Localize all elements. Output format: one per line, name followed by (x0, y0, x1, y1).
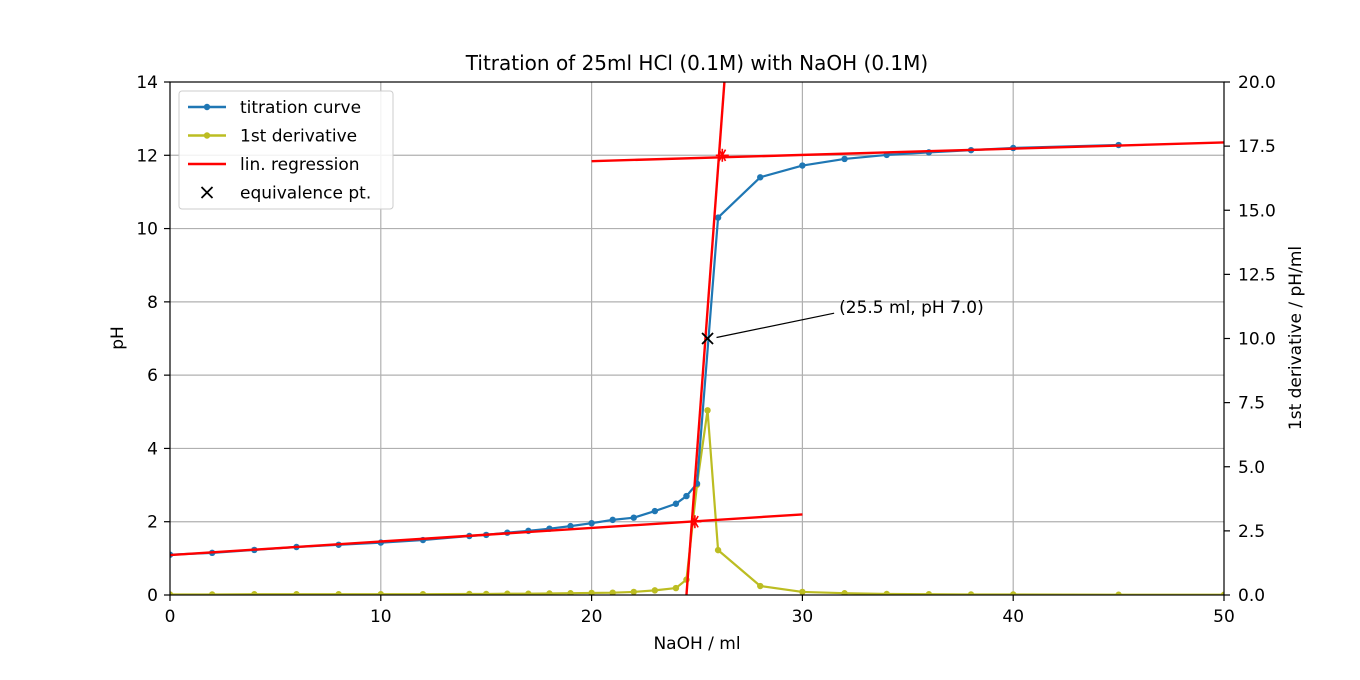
x-mark-stroke (200, 186, 214, 199)
y2-tick-label: 20.0 (1238, 73, 1276, 93)
derivative-point (377, 591, 384, 595)
y-tick-label: 12 (136, 146, 158, 166)
y-tick-label: 0 (147, 586, 158, 606)
y-tick-label: 2 (147, 513, 158, 533)
y2-tick-label: 17.5 (1238, 137, 1276, 157)
y2-tick-label: 12.5 (1238, 265, 1276, 285)
legend-swatch-x (200, 186, 214, 199)
y2-tick-label: 10.0 (1238, 330, 1276, 350)
derivative-point (466, 590, 473, 595)
regression-line (591, 141, 1224, 163)
y-axis-label: pH (108, 326, 128, 350)
equivalence-point-marker (701, 332, 714, 345)
legend-label: equivalence pt. (240, 184, 371, 204)
y-tick-label: 6 (147, 366, 158, 386)
titration-point (757, 174, 764, 181)
y2-tick-label: 0.0 (1238, 586, 1265, 606)
y-tick-label: 4 (147, 439, 158, 459)
derivative-point (672, 584, 680, 592)
titration-point (567, 522, 574, 530)
annotation-layer: (25.5 ml, pH 7.0) (688, 148, 984, 529)
derivative-point (335, 591, 342, 595)
derivative-point (967, 591, 975, 595)
derivative-point (483, 590, 490, 595)
titration-point (683, 492, 690, 500)
chart-title: Titration of 25ml HCl (0.1M) with NaOH (… (465, 51, 928, 75)
titration-point (588, 519, 595, 527)
titration-point (672, 500, 680, 507)
derivative-point (609, 589, 616, 595)
derivative-point (630, 588, 637, 595)
y2-tick-label: 5.0 (1238, 458, 1265, 478)
legend-label: 1st derivative (240, 127, 357, 147)
derivative-point (251, 591, 258, 595)
legend-label: lin. regression (240, 155, 360, 175)
legend-box (178, 90, 394, 210)
derivative-point (588, 589, 595, 595)
ticks: 0 10 20 30 40 50 0 2 4 6 8 10 12 14 0.0 2.5 5.0 7.5 10.0 12… (136, 73, 1276, 627)
titration-point (841, 155, 848, 163)
derivative-point (1010, 591, 1017, 595)
regression-line (170, 513, 803, 557)
x-tick-label: 30 (792, 607, 814, 627)
y2-tick-label: 7.5 (1238, 394, 1265, 414)
x-tick-label: 40 (1002, 607, 1024, 627)
derivative-point (925, 591, 933, 595)
intersection-marker (715, 148, 729, 162)
titration-point (651, 507, 659, 515)
x-tick-label: 0 (165, 607, 176, 627)
derivative-point (799, 588, 806, 595)
legend-swatch-dot (203, 132, 211, 139)
derivative-point (293, 591, 300, 595)
titration-point (714, 214, 722, 221)
titration-point (799, 162, 806, 169)
derivative-point (525, 590, 532, 595)
derivative-point (651, 587, 659, 594)
derivative-point (546, 590, 553, 595)
regression-line (685, 82, 726, 595)
annotation-arrow (716, 312, 835, 339)
y-tick-label: 14 (136, 73, 158, 93)
derivative-point (170, 591, 174, 595)
titration-point (609, 516, 616, 524)
derivative-point (757, 582, 764, 590)
legend-swatch-dot (203, 103, 211, 111)
derivative-point (704, 407, 711, 414)
derivative-point (208, 591, 216, 595)
y2-tick-label: 15.0 (1238, 201, 1276, 221)
x-axis-label: NaOH / ml (653, 634, 740, 654)
x-tick-label: 10 (370, 607, 392, 627)
derivative-point (567, 590, 574, 595)
legend-label: titration curve (240, 98, 361, 118)
y2-tick-label: 2.5 (1238, 522, 1265, 542)
derivative-point (1220, 591, 1224, 595)
intersection-marker (688, 515, 702, 529)
derivative-point (883, 590, 890, 595)
x-tick-label: 50 (1213, 607, 1235, 627)
derivative-point (841, 590, 848, 595)
derivative-point (504, 590, 511, 595)
y2-axis-label: 1st derivative / pH/ml (1286, 246, 1306, 430)
y-tick-label: 8 (147, 293, 158, 313)
x-mark-stroke (701, 332, 714, 345)
x-tick-label: 20 (581, 607, 603, 627)
legend: titration curve 1st derivative lin. regres… (178, 90, 394, 210)
derivative-point (419, 591, 427, 595)
derivative-point (714, 546, 722, 554)
annotation-text: (25.5 ml, pH 7.0) (839, 298, 984, 318)
y-tick-label: 10 (136, 220, 158, 240)
derivative-point (1115, 591, 1122, 595)
titration-point (630, 514, 637, 521)
